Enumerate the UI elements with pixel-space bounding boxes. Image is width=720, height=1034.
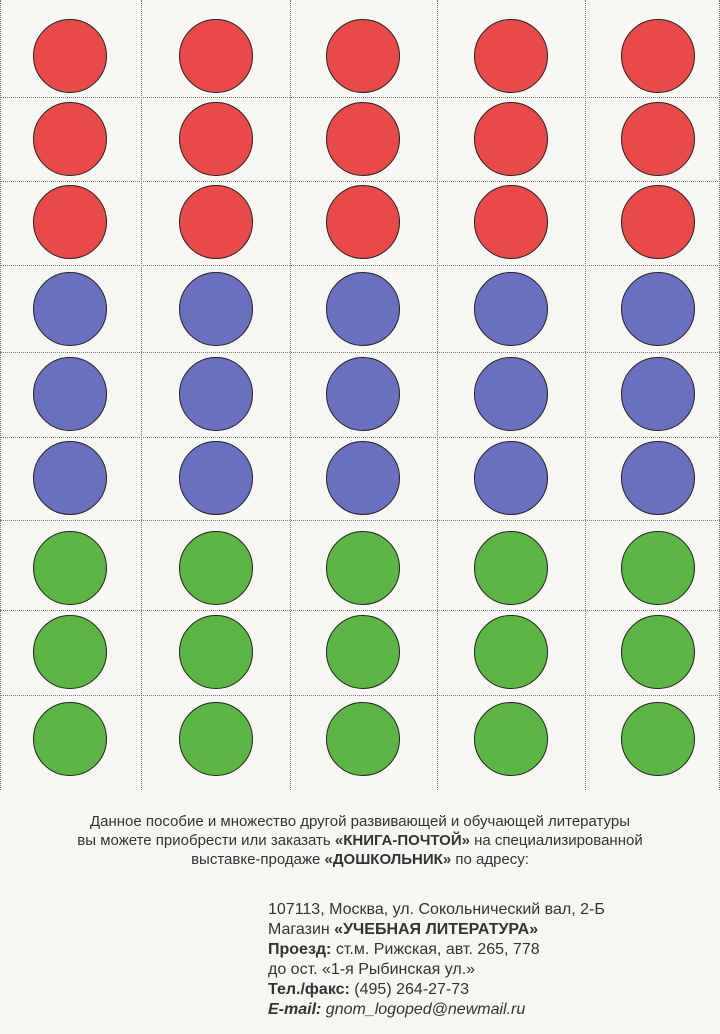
circle-card: [33, 531, 107, 605]
circle-card: [33, 102, 107, 176]
cut-line-vertical: [437, 0, 438, 790]
cut-line-vertical: [0, 0, 1, 790]
cut-line-vertical: [585, 0, 586, 790]
cut-line-horizontal: [0, 181, 720, 182]
circle-card: [474, 102, 548, 176]
shop-line: Магазин «УЧЕБНАЯ ЛИТЕРАТУРА»: [268, 921, 539, 938]
circle-card: [474, 272, 548, 346]
circle-card: [179, 357, 253, 431]
circle-card: [33, 19, 107, 93]
circle-card: [326, 441, 400, 515]
circle-card: [474, 357, 548, 431]
circle-card: [179, 615, 253, 689]
circle-card: [179, 19, 253, 93]
circle-card: [474, 19, 548, 93]
circle-card: [474, 615, 548, 689]
postal-address: 107113, Москва, ул. Сокольнический вал, …: [268, 901, 605, 918]
circle-card: [33, 615, 107, 689]
circle-card: [326, 102, 400, 176]
phone-line: Тел./факс: (495) 264-27-73: [268, 981, 470, 998]
route-stop: до ост. «1-я Рыбинская ул.»: [268, 961, 476, 978]
circle-card: [621, 702, 695, 776]
info-line-3: выставке-продаже «ДОШКОЛЬНИК» по адресу:: [191, 851, 529, 868]
circle-card: [33, 441, 107, 515]
cut-line-horizontal: [0, 695, 720, 696]
circle-card: [621, 531, 695, 605]
circle-card: [33, 702, 107, 776]
email-address[interactable]: gnom_logoped@newmail.ru: [321, 1001, 526, 1018]
cut-line-horizontal: [0, 437, 720, 438]
circle-card: [326, 185, 400, 259]
circle-card: [474, 441, 548, 515]
circle-card: [326, 272, 400, 346]
circle-card: [621, 615, 695, 689]
cut-line-horizontal: [0, 352, 720, 353]
address-block: 107113, Москва, ул. Сокольнический вал, …: [268, 900, 605, 1020]
circle-card: [179, 441, 253, 515]
circle-card: [474, 185, 548, 259]
cut-line-horizontal: [0, 97, 720, 98]
circle-card: [621, 357, 695, 431]
counting-circles-sheet: [0, 0, 720, 790]
circle-card: [326, 357, 400, 431]
circle-card: [179, 702, 253, 776]
circle-card: [326, 19, 400, 93]
cut-line-horizontal: [0, 610, 720, 611]
circle-card: [621, 272, 695, 346]
circle-card: [33, 357, 107, 431]
cut-line-vertical: [141, 0, 142, 790]
email-line: E-mail: gnom_logoped@newmail.ru: [268, 1001, 526, 1018]
exhibition-name: «ДОШКОЛЬНИК»: [324, 851, 452, 868]
circle-card: [179, 272, 253, 346]
info-text: Данное пособие и множество другой развив…: [0, 812, 720, 869]
cut-line-horizontal: [0, 265, 720, 266]
circle-card: [179, 102, 253, 176]
circle-card: [326, 702, 400, 776]
circle-card: [179, 185, 253, 259]
circle-card: [33, 185, 107, 259]
circle-card: [621, 102, 695, 176]
circle-card: [621, 185, 695, 259]
circle-card: [326, 615, 400, 689]
circle-card: [621, 19, 695, 93]
circle-card: [179, 531, 253, 605]
circle-card: [33, 272, 107, 346]
info-line-1: Данное пособие и множество другой развив…: [89, 813, 631, 830]
book-by-mail-label: «КНИГА-ПОЧТОЙ»: [334, 832, 470, 849]
info-line-2: вы можете приобрести или заказать «КНИГА…: [77, 832, 643, 849]
route-line: Проезд: ст.м. Рижская, авт. 265, 778: [268, 941, 540, 958]
circle-card: [474, 702, 548, 776]
shop-name: «УЧЕБНАЯ ЛИТЕРАТУРА»: [334, 921, 539, 938]
circle-card: [474, 531, 548, 605]
cut-line-vertical: [290, 0, 291, 790]
circle-card: [326, 531, 400, 605]
circle-card: [621, 441, 695, 515]
cut-line-horizontal: [0, 520, 720, 521]
